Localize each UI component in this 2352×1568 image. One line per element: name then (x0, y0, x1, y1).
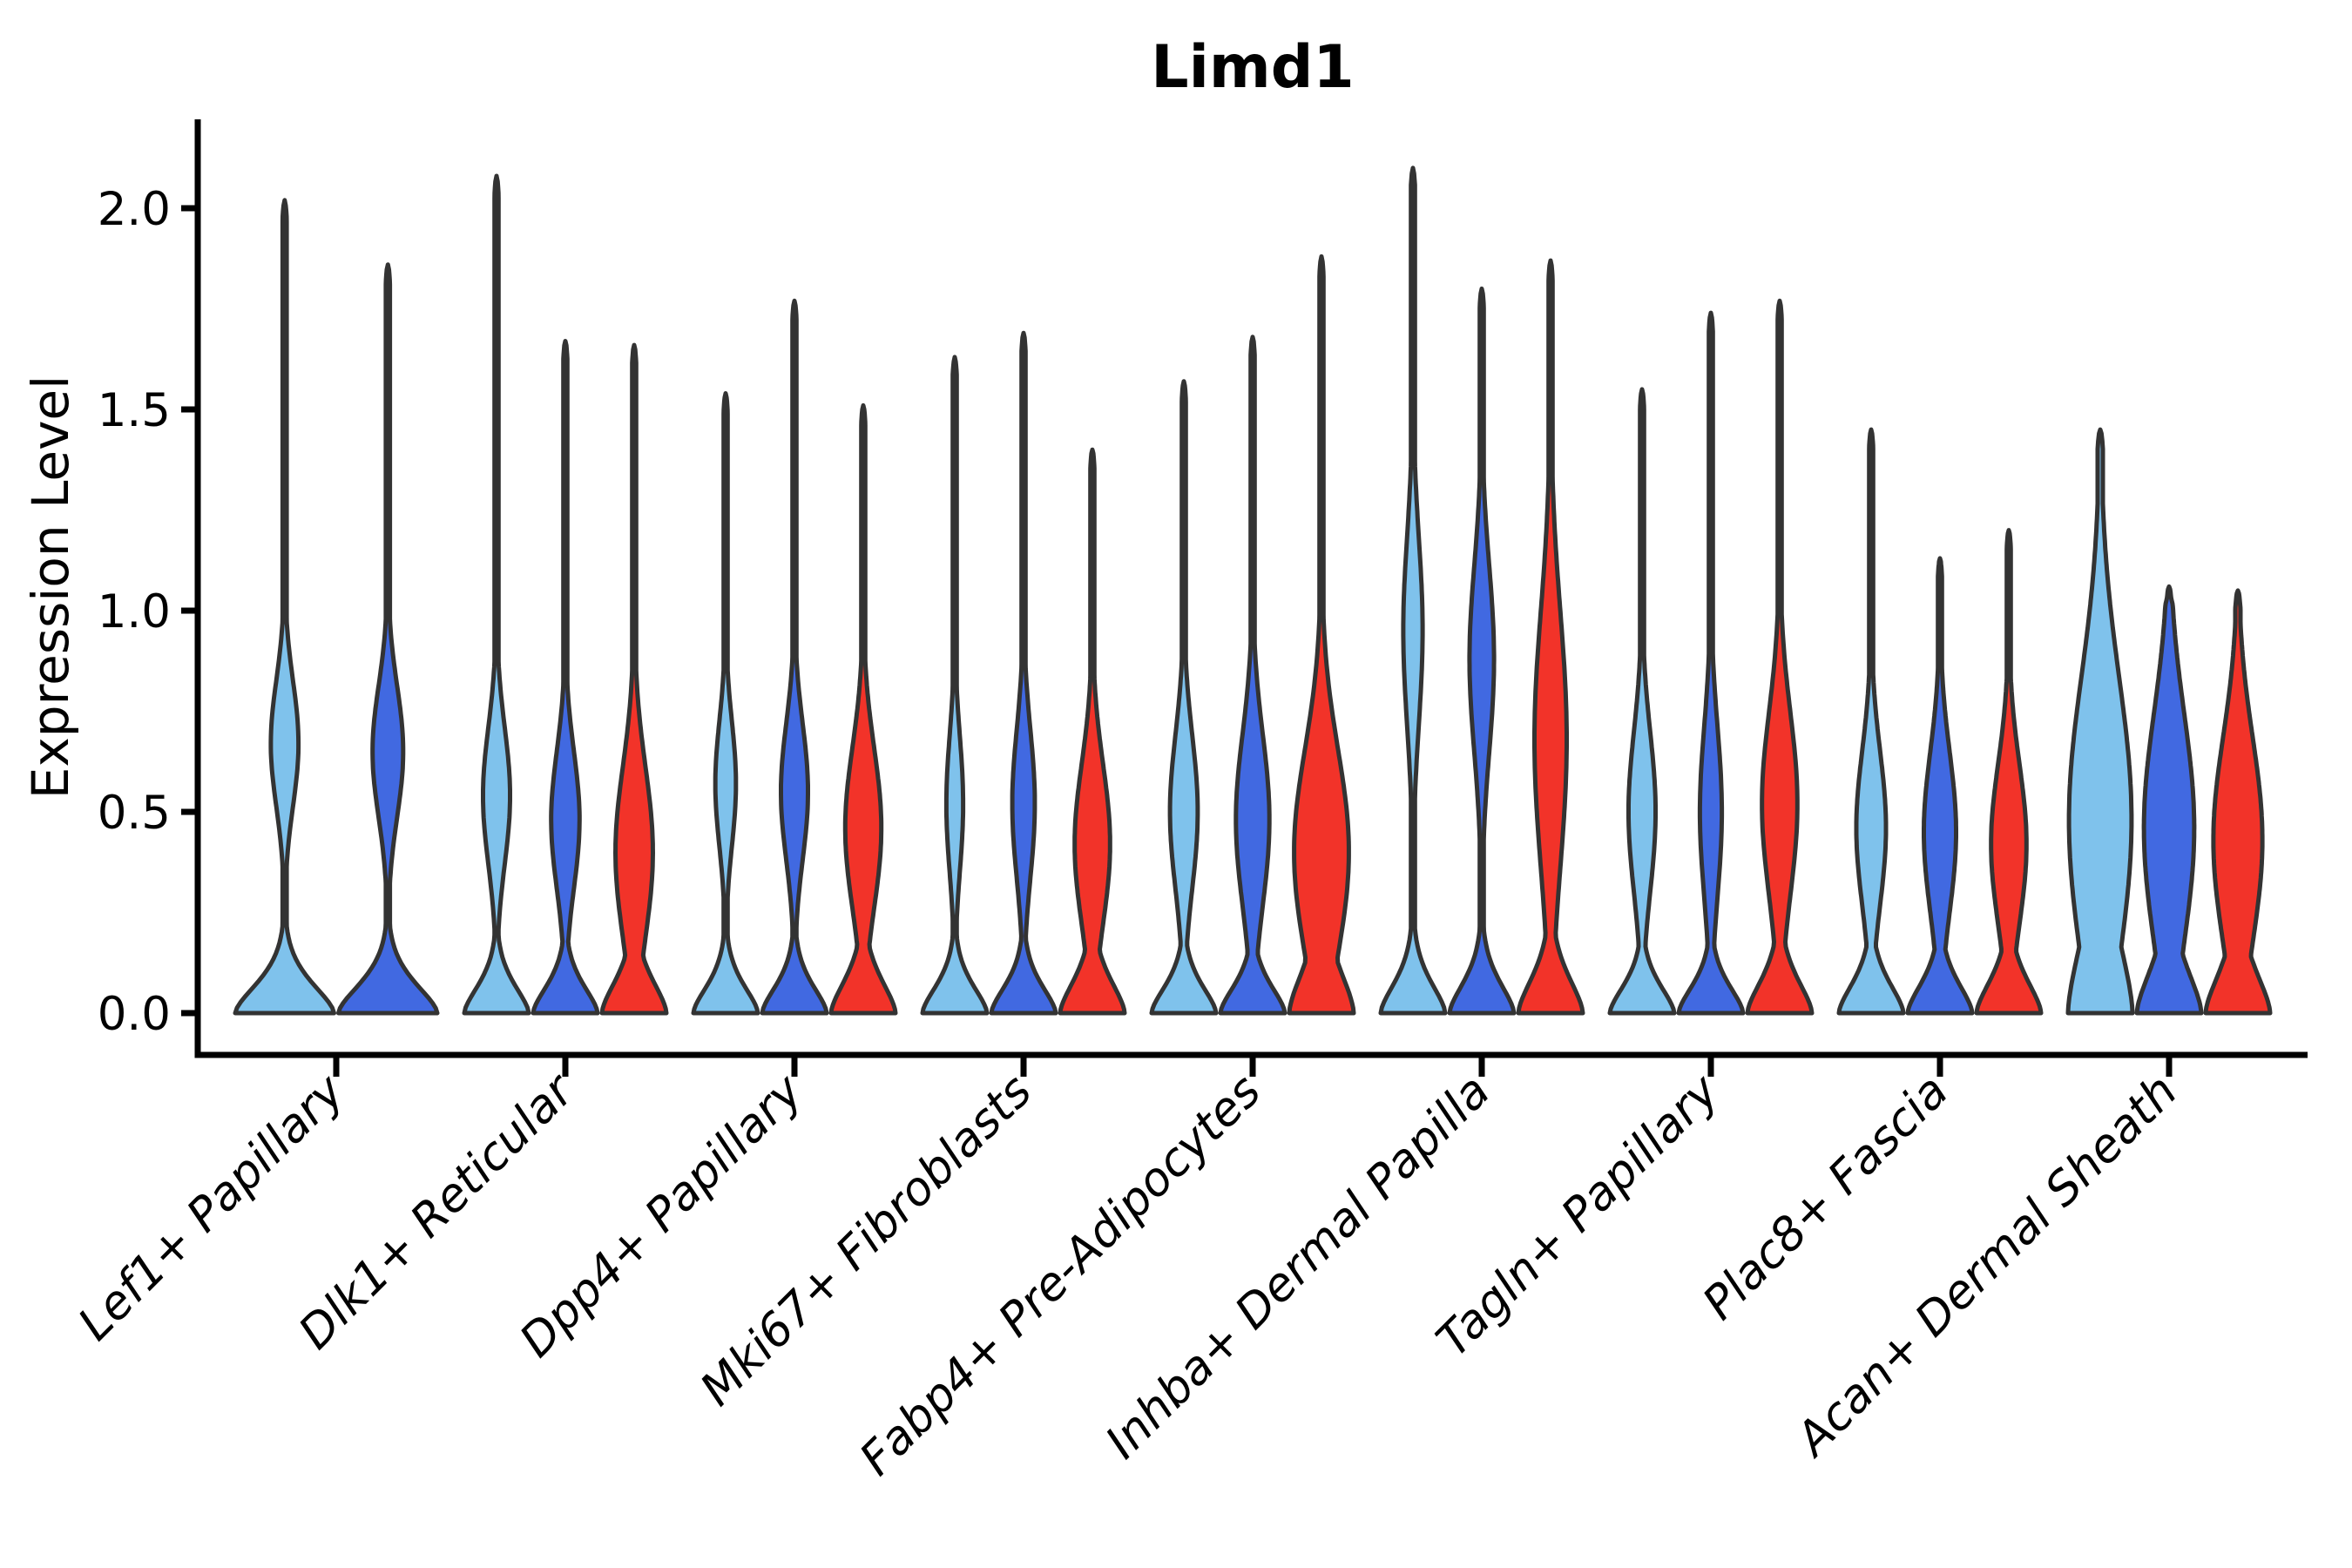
x-tick-label-6: Inhba+ Dermal Papilla (1096, 1064, 1500, 1469)
violin-2-red (599, 342, 669, 1016)
x-tick-label-9: Acan+ Dermal Sheath (1785, 1064, 2188, 1468)
y-tick-label: 0.0 (98, 988, 171, 1041)
violin-9-red (2203, 588, 2273, 1016)
violin-4-light_blue (920, 355, 990, 1016)
violin-7-dark_blue (1676, 310, 1746, 1016)
violin-8-dark_blue (1905, 556, 1975, 1016)
violin-4-red (1058, 447, 1127, 1016)
violin-3-dark_blue (760, 298, 829, 1016)
violin-1-dark_blue (336, 262, 440, 1016)
violin-5-red (1287, 253, 1356, 1016)
axis-spines (194, 119, 2308, 1058)
violin-6-dark_blue (1447, 286, 1517, 1016)
violin-5-dark_blue (1218, 335, 1288, 1016)
violin-2-light_blue (462, 173, 531, 1016)
chart-title: Limd1 (1151, 33, 1354, 102)
violin-5-light_blue (1149, 379, 1219, 1016)
y-tick-label: 2.0 (98, 183, 171, 236)
violin-1-light_blue (233, 198, 336, 1016)
violin-4-dark_blue (989, 330, 1058, 1016)
violin-9-dark_blue (2134, 584, 2204, 1016)
violin-3-light_blue (691, 391, 760, 1016)
violin-8-red (1974, 528, 2044, 1016)
y-axis-ticks: 0.0 0.5 1.0 1.5 2.0 (98, 183, 195, 1041)
violins-layer (233, 166, 2273, 1016)
violin-3-red (828, 402, 898, 1016)
violin-7-light_blue (1607, 387, 1677, 1016)
x-tick-label-5: Fabp4+ Pre-Adipocytes (850, 1064, 1272, 1486)
y-tick-label: 1.5 (98, 384, 171, 437)
violin-8-light_blue (1836, 427, 1906, 1016)
x-tick-label-8: Plac8+ Fascia (1693, 1064, 1958, 1330)
violin-6-red (1516, 258, 1585, 1016)
y-axis-label: Expression Level (21, 375, 80, 799)
violin-7-red (1745, 298, 1815, 1016)
violin-6-light_blue (1378, 166, 1448, 1016)
y-tick-label: 0.5 (98, 787, 171, 840)
violin-2-dark_blue (531, 339, 600, 1016)
violin-9-light_blue (2065, 427, 2135, 1016)
y-tick-label: 1.0 (98, 585, 171, 639)
